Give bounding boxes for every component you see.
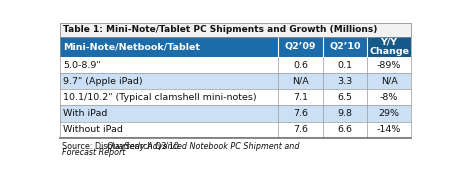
Text: Quarterly Advanced Notebook PC Shipment and: Quarterly Advanced Notebook PC Shipment …	[106, 142, 298, 151]
Bar	[60, 23, 410, 37]
Text: 29%: 29%	[378, 109, 399, 118]
Text: 7.1: 7.1	[292, 93, 307, 102]
Text: 6.6: 6.6	[336, 125, 352, 134]
Text: Q2’10: Q2’10	[328, 42, 360, 51]
Text: 10.1/10.2" (Typical clamshell mini-notes): 10.1/10.2" (Typical clamshell mini-notes…	[63, 93, 256, 102]
Text: 9.8: 9.8	[336, 109, 352, 118]
Text: -89%: -89%	[376, 60, 400, 70]
Bar	[60, 122, 410, 138]
Text: -14%: -14%	[376, 125, 400, 134]
Text: Without iPad: Without iPad	[63, 125, 123, 134]
Bar	[60, 37, 410, 57]
Text: 0.6: 0.6	[292, 60, 307, 70]
Text: Source: DisplaySearch Q3’10: Source: DisplaySearch Q3’10	[62, 142, 181, 151]
Text: Forecast Report: Forecast Report	[62, 148, 126, 157]
Text: N/A: N/A	[291, 77, 308, 86]
Text: 0.1: 0.1	[336, 60, 352, 70]
Text: Table 1: Mini-Note/Tablet PC Shipments and Growth (Millions): Table 1: Mini-Note/Tablet PC Shipments a…	[63, 26, 377, 35]
Text: Y/Y
Change: Y/Y Change	[368, 38, 408, 56]
Bar	[60, 89, 410, 105]
Text: 6.5: 6.5	[336, 93, 352, 102]
Text: With iPad: With iPad	[63, 109, 107, 118]
Bar	[366, 37, 410, 57]
Text: -8%: -8%	[379, 93, 397, 102]
Text: 3.3: 3.3	[336, 77, 352, 86]
Text: 9.7" (Apple iPad): 9.7" (Apple iPad)	[63, 77, 143, 86]
Text: 7.6: 7.6	[292, 109, 307, 118]
Bar	[60, 105, 410, 122]
Text: 5.0-8.9": 5.0-8.9"	[63, 60, 101, 70]
Text: Q2’09: Q2’09	[284, 42, 315, 51]
Bar	[60, 57, 410, 73]
Text: Mini-Note/Netbook/Tablet: Mini-Note/Netbook/Tablet	[63, 42, 200, 51]
Bar	[60, 73, 410, 89]
Text: N/A: N/A	[380, 77, 397, 86]
Text: 7.6: 7.6	[292, 125, 307, 134]
